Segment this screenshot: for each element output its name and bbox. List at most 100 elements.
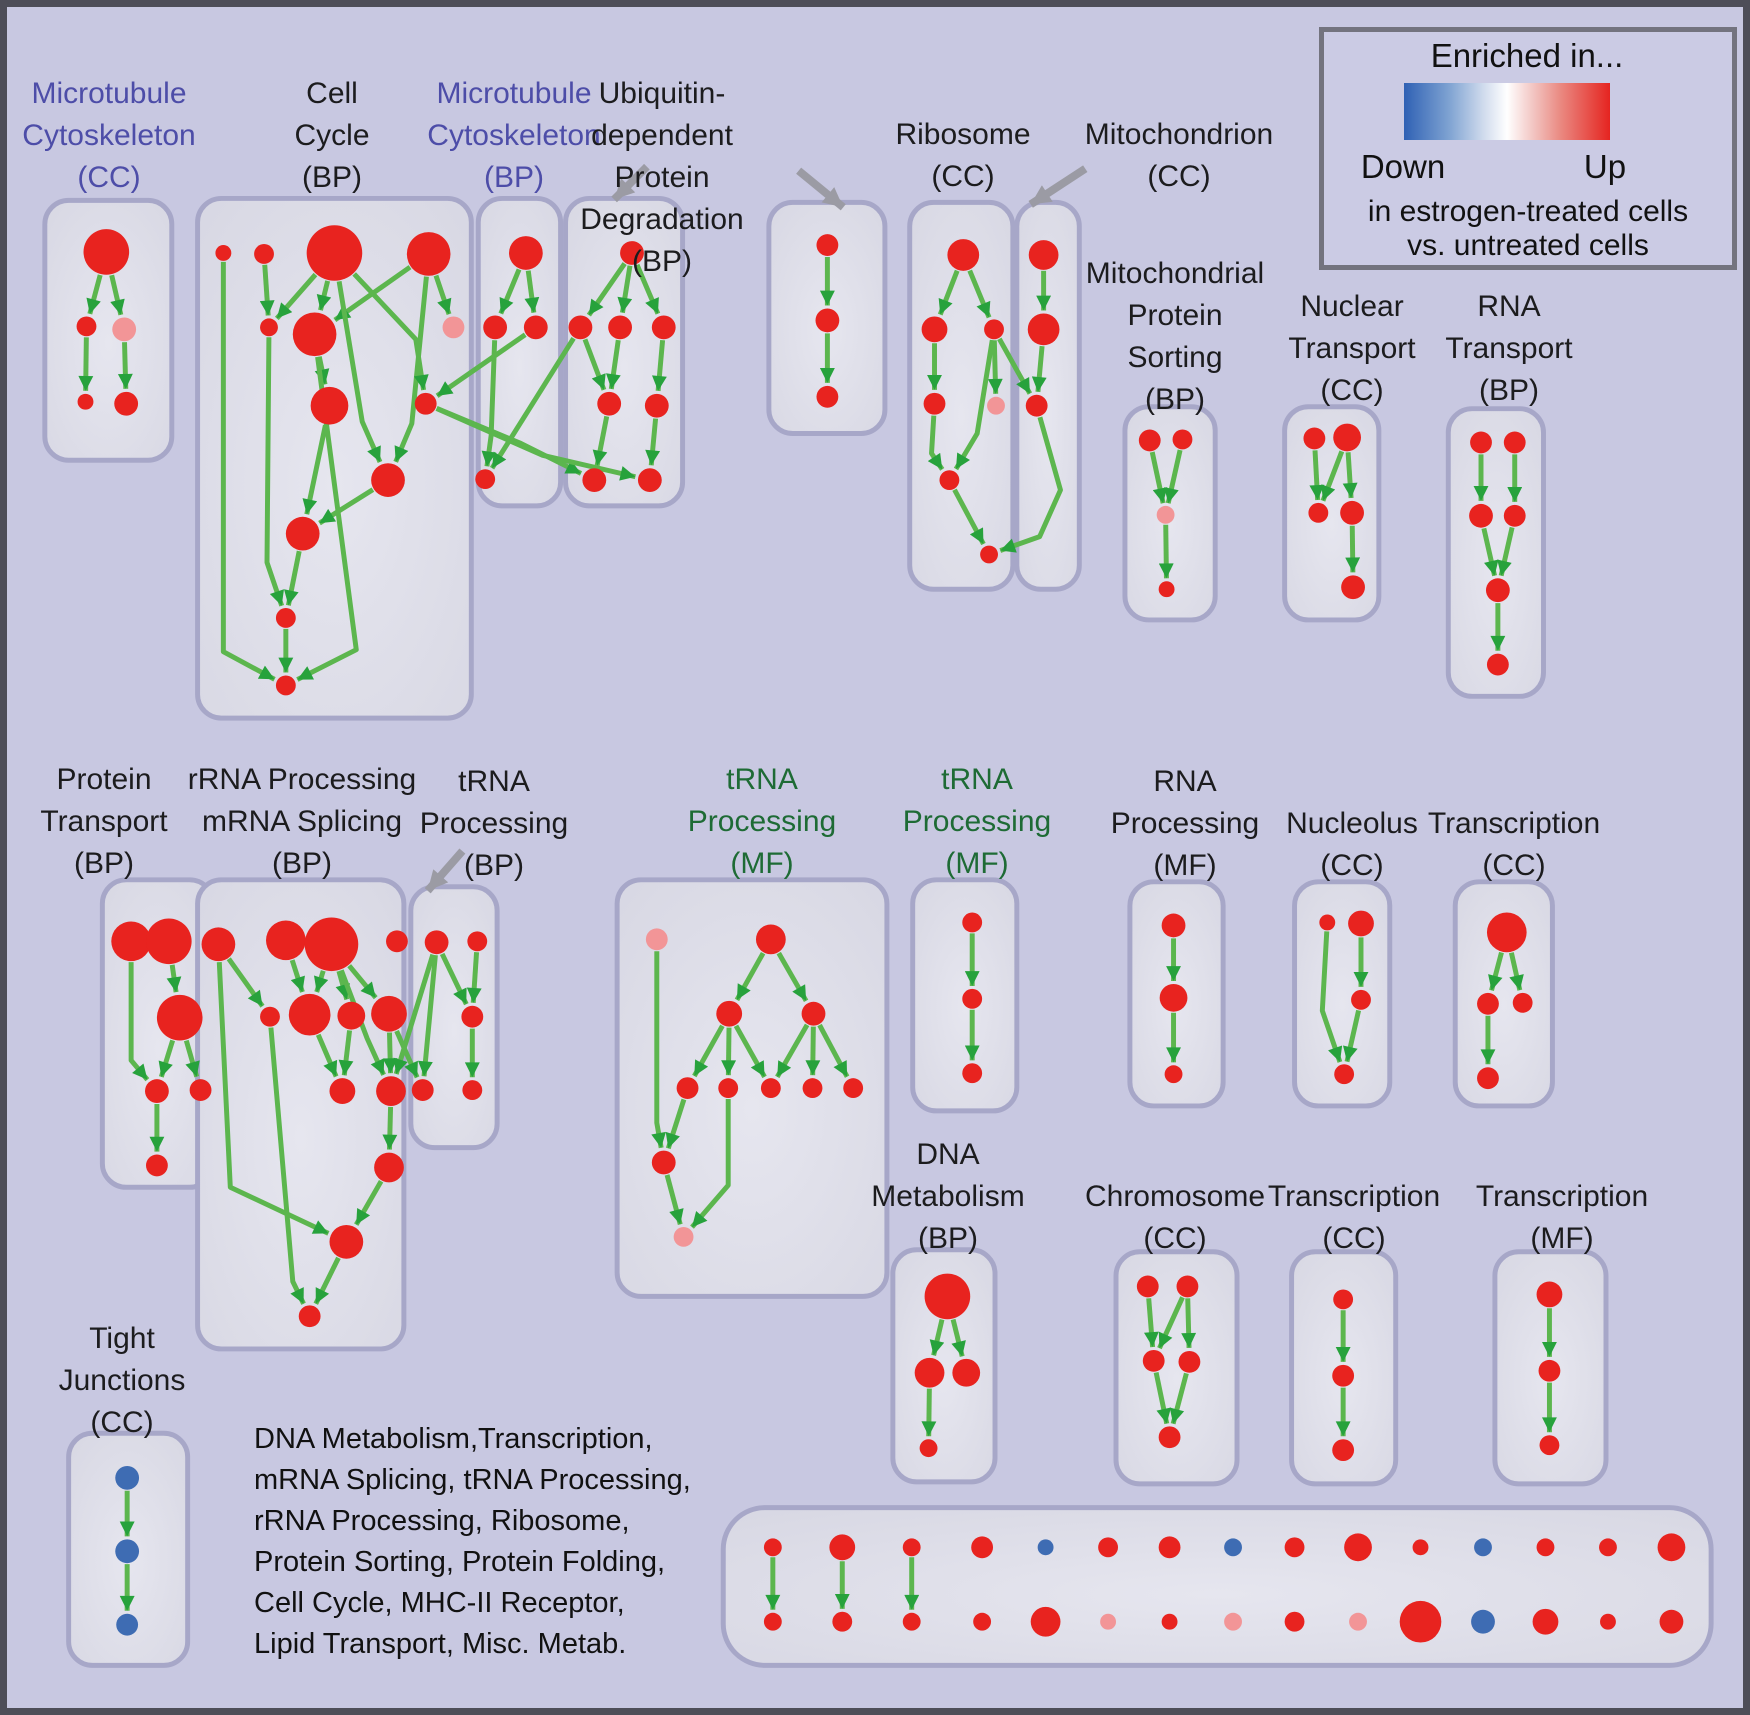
- node-transcription-mf-1: [1538, 1359, 1561, 1382]
- legend-caption-line1: in estrogen-treated cells: [1367, 195, 1689, 228]
- node-misc-categories-1: [829, 1534, 856, 1561]
- edge-arrow: [1342, 452, 1358, 499]
- node-microtubule-cytoskeleton-cc-0: [83, 229, 130, 275]
- edge-arrow: [665, 1098, 687, 1150]
- misc-note-line: Protein Sorting, Protein Folding,: [254, 1546, 666, 1578]
- edge-arrow: [226, 957, 265, 1008]
- node-ubiquitin-dependent-protein-degradation-bp-4: [597, 391, 622, 416]
- node-ribosome-cc-6: [980, 545, 998, 564]
- node-misc-categories-0: [763, 1538, 782, 1557]
- edge-arrow: [335, 970, 350, 1001]
- edge-arrow: [733, 1024, 767, 1079]
- node-nuclear-transport-cc-3: [1340, 500, 1364, 525]
- edge-arrow: [634, 263, 661, 315]
- edge-arrow: [1319, 931, 1343, 1063]
- node-misc-categories-3: [971, 1536, 994, 1559]
- legend-up-label: Up: [1583, 148, 1627, 185]
- edge-arrow: [259, 264, 275, 316]
- edge-arrow: [336, 280, 383, 463]
- node-microtubule-cytoskeleton-bp-0: [509, 236, 543, 270]
- node-mitochondrial-protein-sorting-bp-3: [1158, 581, 1175, 598]
- node-rrna-processing-mrna-splicing-bp-7: [371, 995, 407, 1032]
- edge-arrow: [952, 488, 986, 546]
- box-rna-transport-bp: [1445, 406, 1546, 699]
- edge-arrow: [498, 268, 522, 315]
- node-ubiquitin-dependent-protein-degradation-bp-3: [651, 315, 676, 340]
- node-transcription-mf-2: [1539, 1435, 1560, 1456]
- edge-arrow: [394, 1029, 420, 1079]
- edge-arrow: [117, 342, 133, 389]
- edge-arrow: [338, 1030, 354, 1076]
- misc-note-line: rRNA Processing, Ribosome,: [254, 1505, 630, 1537]
- node-transcription-cc-mid-2: [1512, 992, 1533, 1013]
- node-ubiquitin-degradation-bp-2-1: [815, 308, 840, 333]
- edge-arrow: [1164, 449, 1183, 504]
- node-ribosome-cc-0: [947, 239, 980, 271]
- node-tight-junctions-cc-0: [115, 1465, 140, 1490]
- node-ribosome-cc-5: [939, 470, 960, 491]
- node-mitochondrion-cc-1: [1027, 313, 1060, 346]
- node-microtubule-cytoskeleton-cc-2: [112, 317, 137, 342]
- edge-arrow: [393, 953, 436, 1075]
- edge-arrow: [1169, 1372, 1189, 1425]
- edge-arrow: [466, 952, 482, 1003]
- node-microtubule-cytoskeleton-cc-1: [76, 316, 97, 337]
- edge-arrow: [1153, 1372, 1172, 1425]
- node-trna-processing-mf-1-5: [718, 1078, 739, 1099]
- edge-arrow: [953, 339, 995, 471]
- node-mitochondrion-cc-2: [1025, 394, 1048, 417]
- node-ubiquitin-dependent-protein-degradation-bp-1: [568, 315, 593, 340]
- node-rna-transport-bp-0: [1470, 431, 1492, 454]
- node-misc-categories-4: [1037, 1539, 1054, 1556]
- node-transcription-cc-mid-0: [1486, 912, 1527, 953]
- node-misc-categories-23: [1284, 1611, 1305, 1632]
- edge-arrow: [274, 272, 318, 321]
- edge-arrow: [318, 487, 375, 526]
- edge-arrow: [606, 339, 621, 390]
- edge-arrow: [651, 951, 666, 1149]
- edge-arrow: [929, 1319, 945, 1356]
- node-rna-processing-mf-2: [1164, 1065, 1183, 1084]
- node-microtubule-cytoskeleton-bp-1: [483, 315, 508, 340]
- edge-arrow: [418, 954, 438, 1077]
- node-transcription-cc-mid-1: [1477, 992, 1499, 1015]
- node-protein-transport-bp-2: [156, 994, 203, 1041]
- node-nuclear-transport-cc-1: [1333, 423, 1361, 452]
- legend-title: Enriched in...: [1430, 37, 1624, 74]
- node-trna-processing-mf-1-9: [651, 1150, 676, 1175]
- legend: Enriched in... Down Up in estrogen-treat…: [1319, 27, 1737, 270]
- box-dna-metabolism-bp: [890, 1247, 998, 1485]
- node-trna-processing-mf-2-2: [962, 1063, 983, 1084]
- node-misc-categories-27: [1532, 1608, 1559, 1635]
- edge-arrow: [927, 415, 945, 471]
- node-misc-categories-19: [1030, 1606, 1061, 1637]
- node-trna-processing-mf-1-0: [645, 928, 668, 951]
- node-mitochondrion-cc-0: [1028, 240, 1059, 270]
- node-rna-transport-bp-3: [1503, 504, 1526, 527]
- legend-caption-line2: vs. untreated cells: [1407, 229, 1649, 262]
- node-misc-categories-9: [1344, 1533, 1372, 1562]
- edge-arrow: [481, 340, 498, 467]
- node-rrna-processing-mrna-splicing-bp-9: [376, 1076, 406, 1106]
- node-ubiquitin-dependent-protein-degradation-bp-7: [637, 468, 662, 493]
- node-misc-categories-13: [1599, 1538, 1617, 1557]
- node-protein-transport-bp-5: [146, 1154, 168, 1177]
- edge-arrow: [1158, 524, 1174, 579]
- node-cell-cycle-bp-6: [442, 316, 465, 339]
- node-transcription-mf-0: [1536, 1281, 1563, 1308]
- edge-arrow: [158, 1039, 176, 1078]
- edge-arrow: [721, 1027, 737, 1076]
- edge-arrow: [316, 280, 332, 311]
- box-transcription-cc-mid: [1452, 879, 1555, 1109]
- node-dna-metabolism-bp-2: [952, 1358, 981, 1387]
- edge-arrow: [284, 550, 302, 606]
- edge-arrow: [1488, 951, 1504, 992]
- node-microtubule-cytoskeleton-cc-3: [77, 393, 94, 410]
- node-misc-categories-15: [763, 1612, 782, 1631]
- legend-down-label: Down: [1360, 148, 1446, 185]
- box-microtubule-cytoskeleton-cc: [42, 197, 175, 463]
- node-rrna-processing-mrna-splicing-bp-0: [201, 927, 236, 962]
- label-pointer-arrow: [1028, 165, 1088, 208]
- edge-arrow: [1157, 1296, 1185, 1350]
